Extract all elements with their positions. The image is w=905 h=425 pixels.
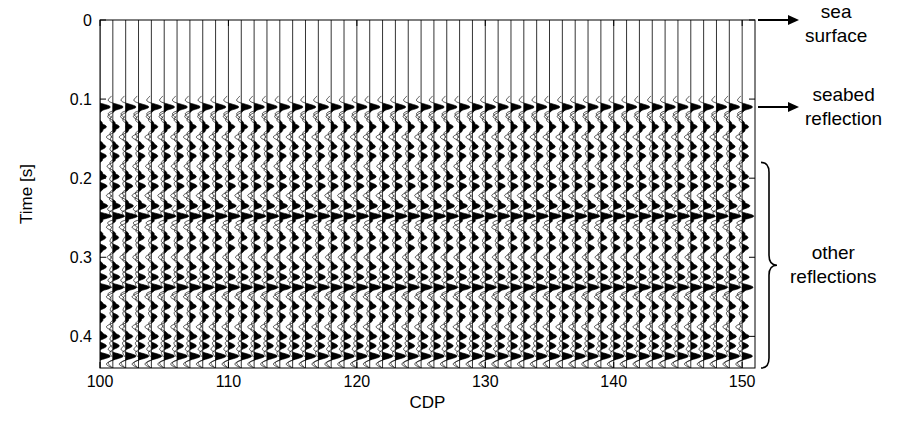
wavelet bbox=[367, 116, 376, 138]
wavelet bbox=[149, 116, 158, 138]
wavelet bbox=[354, 116, 363, 138]
wavelet bbox=[290, 116, 299, 138]
wavelet bbox=[264, 116, 273, 138]
wavelet bbox=[174, 116, 183, 138]
wavelet bbox=[380, 116, 389, 138]
wavelet bbox=[187, 116, 196, 138]
wavelet bbox=[94, 353, 103, 375]
wavelet bbox=[341, 116, 350, 138]
wavelet bbox=[238, 116, 247, 138]
plot-area bbox=[94, 20, 754, 375]
wavelet bbox=[405, 116, 414, 138]
wavelet bbox=[213, 116, 222, 138]
chart: 10011012013014015000.10.20.30.4CDPTime [… bbox=[0, 0, 905, 425]
wavelet bbox=[161, 116, 170, 138]
wavelet bbox=[200, 116, 209, 138]
wavelet bbox=[277, 116, 286, 138]
wavelet bbox=[393, 116, 402, 138]
wavelet bbox=[136, 116, 145, 138]
wavelet bbox=[251, 116, 260, 138]
wavelet bbox=[226, 116, 235, 138]
wavelet bbox=[315, 116, 324, 138]
wavelet bbox=[328, 116, 337, 138]
wavelet bbox=[97, 116, 106, 138]
wavelet bbox=[123, 116, 132, 138]
wavelet bbox=[110, 116, 119, 138]
wavelet bbox=[303, 116, 312, 138]
